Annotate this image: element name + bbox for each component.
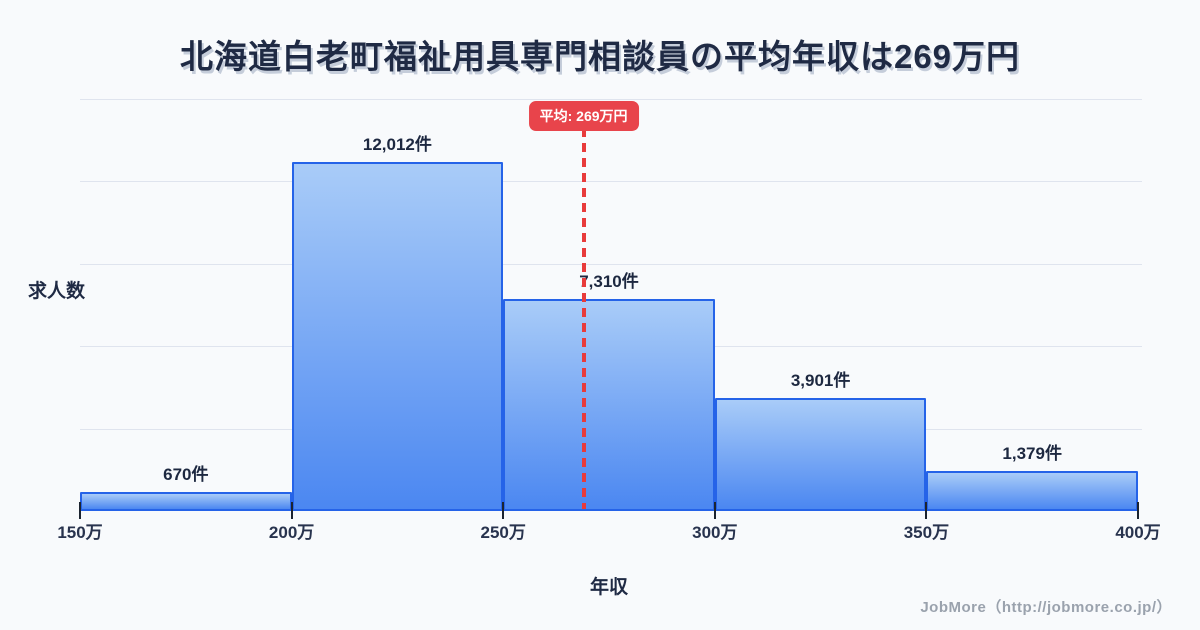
x-axis-tick-label: 400万 <box>1115 523 1161 542</box>
x-axis-tick <box>502 502 505 519</box>
y-axis-label: 求人数 <box>28 281 86 302</box>
histogram-bar <box>926 471 1138 511</box>
x-axis-tick <box>290 502 293 519</box>
gridline <box>80 181 1142 182</box>
x-axis-tick-label: 150万 <box>57 523 103 542</box>
average-line <box>581 128 586 509</box>
histogram-bar <box>80 492 292 511</box>
histogram-bar <box>291 162 504 511</box>
x-axis-tick <box>79 502 81 519</box>
bar-value-label: 3,901件 <box>790 371 851 390</box>
x-axis-tick-label: 300万 <box>692 523 738 542</box>
footer-credit: JobMore（http://jobmore.co.jp/） <box>920 599 1172 616</box>
histogram-bar <box>714 398 927 511</box>
bar-value-label: 1,379件 <box>1002 444 1062 463</box>
x-axis-tick <box>713 502 716 519</box>
bar-value-label: 12,012件 <box>362 135 432 154</box>
bar-value-label: 7,310件 <box>579 272 639 291</box>
x-axis-tick <box>925 502 928 519</box>
gridline <box>80 99 1142 100</box>
average-badge: 平均: 269万円 <box>528 101 639 131</box>
x-axis-label: 年収 <box>589 577 628 598</box>
x-axis-tick-label: 350万 <box>903 523 950 542</box>
gridline <box>80 264 1142 265</box>
x-axis-tick <box>1137 502 1139 519</box>
histogram-bar <box>503 299 715 511</box>
bar-value-label: 670件 <box>163 465 209 484</box>
chart-title: 北海道白老町福祉用具専門相談員の平均年収は269万円 <box>179 38 1021 75</box>
x-axis-tick-label: 200万 <box>268 523 315 542</box>
x-axis-tick-label: 250万 <box>480 523 526 542</box>
